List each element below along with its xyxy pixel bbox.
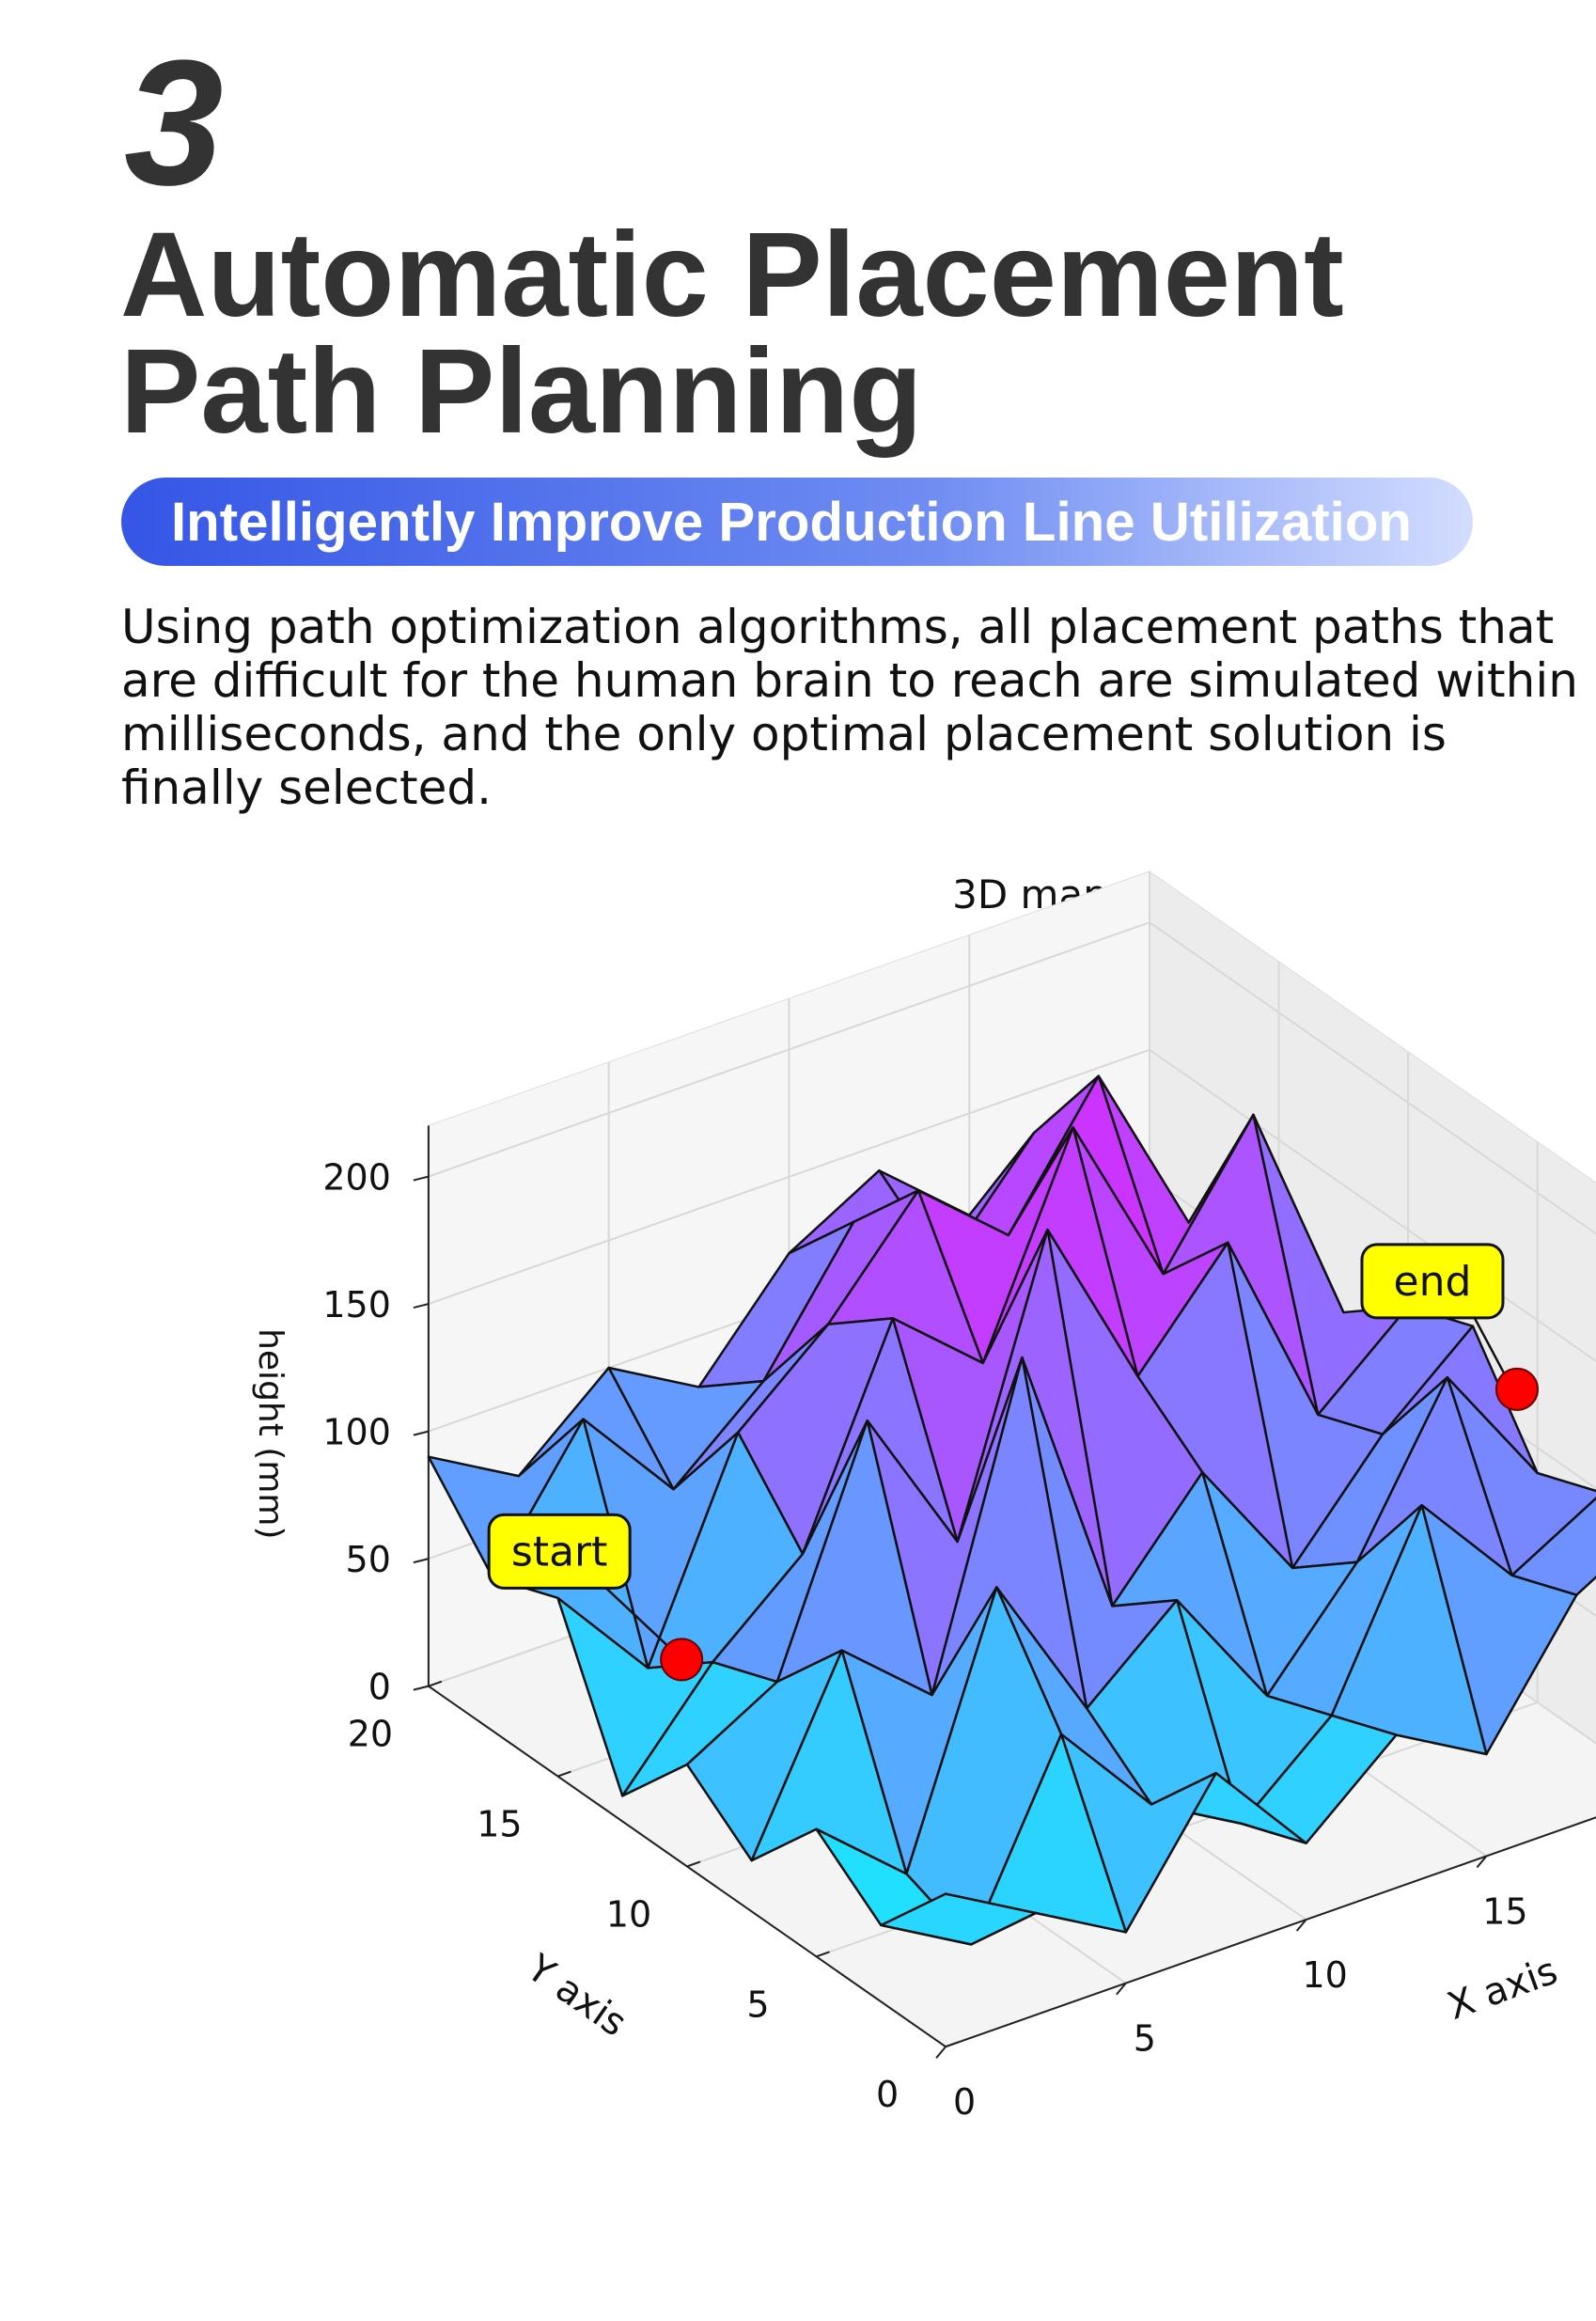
x-tick bbox=[935, 2046, 947, 2059]
grid-line bbox=[428, 921, 1596, 1235]
body-line: Using path optimization algorithms, all … bbox=[121, 600, 1554, 654]
marker-label-box bbox=[487, 1513, 632, 1590]
x-axis-label: X axis bbox=[1442, 1950, 1563, 2029]
y-tick-label: 5 bbox=[746, 1984, 769, 2025]
x-tick-label: 10 bbox=[1302, 1954, 1347, 1996]
y-tick-label: 0 bbox=[876, 2074, 899, 2115]
path-marker bbox=[1494, 1367, 1539, 1411]
z-tick-label: 0 bbox=[368, 1667, 391, 1708]
z-tick bbox=[413, 1558, 430, 1564]
z-tick bbox=[413, 1175, 430, 1182]
x-tick-label: 0 bbox=[953, 2081, 976, 2123]
z-tick bbox=[413, 1303, 430, 1309]
path-marker bbox=[660, 1638, 704, 1682]
y-tick-label: 15 bbox=[477, 1804, 522, 1845]
marker-label-box bbox=[1360, 1243, 1505, 1320]
title-line: Automatic Placement bbox=[120, 208, 1344, 342]
y-axis-label: Y axis bbox=[518, 1946, 634, 2046]
z-tick-label: 50 bbox=[346, 1539, 391, 1580]
z-tick-label: 200 bbox=[322, 1157, 391, 1199]
y-tick-label: 10 bbox=[606, 1893, 651, 1935]
y-tick bbox=[557, 1770, 571, 1778]
y-tick-label: 20 bbox=[348, 1714, 393, 1755]
z-tick bbox=[413, 1685, 430, 1691]
body-line: are difficult for the human brain to rea… bbox=[121, 653, 1578, 708]
section-number: 3 bbox=[124, 24, 224, 223]
marker-arrow bbox=[1468, 1309, 1510, 1381]
z-tick bbox=[413, 1430, 430, 1436]
x-tick bbox=[1295, 1919, 1307, 1932]
tagline: Intelligently Improve Production Line Ut… bbox=[171, 492, 1412, 553]
tagline-pill bbox=[121, 478, 1473, 566]
marker-arrow bbox=[596, 1578, 674, 1652]
x-tick-label: 15 bbox=[1482, 1890, 1527, 1932]
body-line: milliseconds, and the only optimal place… bbox=[121, 707, 1447, 761]
y-tick bbox=[428, 1680, 443, 1687]
x-tick bbox=[1116, 1982, 1127, 1996]
z-tick-label: 150 bbox=[322, 1284, 391, 1325]
y-tick bbox=[686, 1860, 701, 1868]
marker-label: start bbox=[511, 1528, 607, 1576]
surface-patch bbox=[880, 1892, 1038, 1946]
y-tick bbox=[945, 2041, 960, 2048]
x-tick-label: 5 bbox=[1134, 2018, 1156, 2060]
x-tick bbox=[1476, 1855, 1488, 1869]
y-tick bbox=[816, 1951, 830, 1958]
title-line: Path Planning bbox=[120, 324, 922, 459]
z-axis-label: height (mm) bbox=[251, 1328, 289, 1539]
z-tick-label: 100 bbox=[322, 1412, 391, 1453]
body-line: finally selected. bbox=[121, 761, 492, 815]
marker-label: end bbox=[1394, 1258, 1472, 1306]
